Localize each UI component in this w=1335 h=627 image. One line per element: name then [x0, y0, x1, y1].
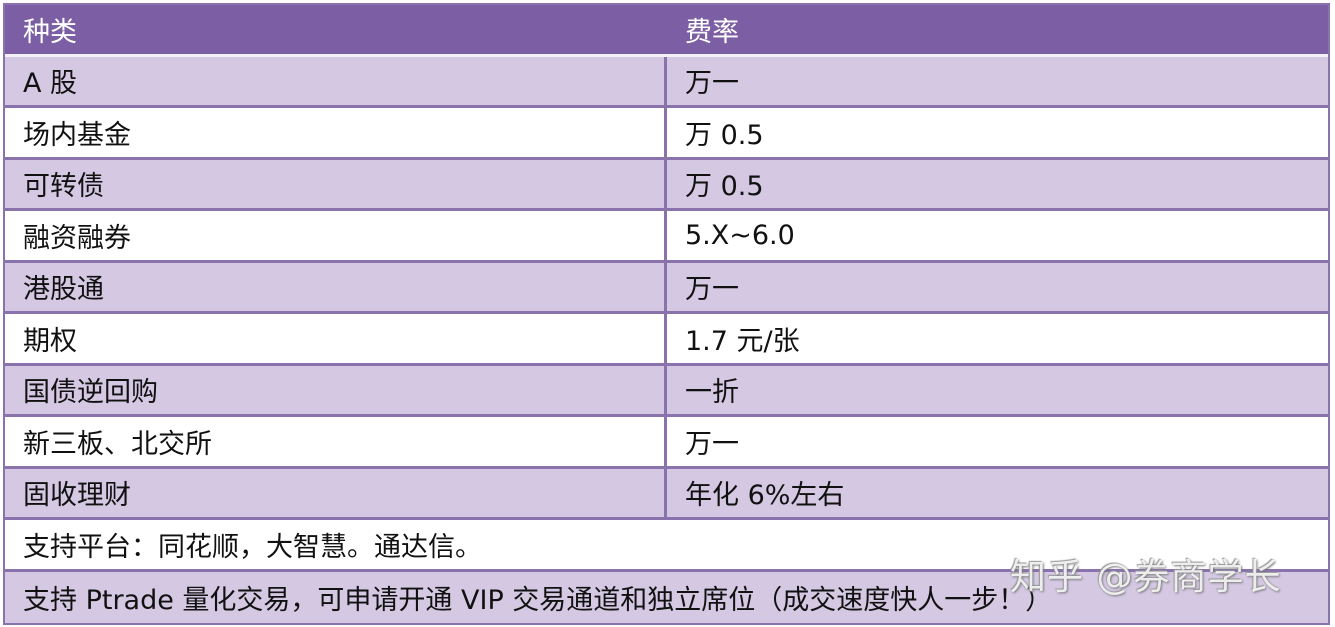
table-header-row: 种类 费率: [5, 5, 1328, 57]
cell-type: 场内基金: [5, 108, 667, 157]
header-type: 种类: [23, 16, 77, 48]
table-row: 新三板、北交所 万一: [5, 417, 1328, 469]
cell-type: 融资融券: [5, 211, 667, 260]
note-platforms: 支持平台：同花顺，大智慧。通达信。: [23, 531, 482, 563]
cell-rate: 年化 6%左右: [685, 480, 845, 512]
table-row: 场内基金 万 0.5: [5, 108, 1328, 160]
cell-rate: 1.7 元/张: [685, 325, 800, 357]
table-row: 融资融券 5.X~6.0: [5, 211, 1328, 263]
note-row-ptrade: 支持 Ptrade 量化交易，可申请开通 VIP 交易通道和独立席位（成交速度快…: [5, 571, 1328, 623]
cell-type: 港股通: [5, 262, 667, 311]
table-row: 期权 1.7 元/张: [5, 314, 1328, 366]
cell-type: 可转债: [5, 159, 667, 208]
cell-rate: 万一: [685, 68, 739, 100]
cell-rate: 万 0.5: [685, 171, 764, 203]
cell-rate: 5.X~6.0: [685, 219, 795, 251]
table-row: A 股 万一: [5, 56, 1328, 108]
cell-rate: 万一: [685, 428, 739, 460]
cell-type: A 股: [5, 56, 667, 105]
fee-table: 种类 费率 A 股 万一 场内基金 万 0.5 可转债 万 0.5 融资融券 5…: [3, 3, 1330, 625]
cell-type: 国债逆回购: [5, 365, 667, 414]
header-rate: 费率: [685, 16, 739, 48]
note-row-platforms: 支持平台：同花顺，大智慧。通达信。: [5, 520, 1328, 572]
cell-rate: 万一: [685, 274, 739, 306]
cell-type: 新三板、北交所: [5, 417, 667, 466]
cell-rate: 一折: [685, 377, 739, 409]
table-row: 国债逆回购 一折: [5, 365, 1328, 417]
cell-type: 期权: [5, 314, 667, 363]
cell-type: 固收理财: [5, 468, 667, 517]
table-row: 固收理财 年化 6%左右: [5, 468, 1328, 520]
note-ptrade: 支持 Ptrade 量化交易，可申请开通 VIP 交易通道和独立席位（成交速度快…: [23, 584, 1053, 616]
table-row: 港股通 万一: [5, 262, 1328, 314]
table-row: 可转债 万 0.5: [5, 159, 1328, 211]
cell-rate: 万 0.5: [685, 119, 764, 151]
